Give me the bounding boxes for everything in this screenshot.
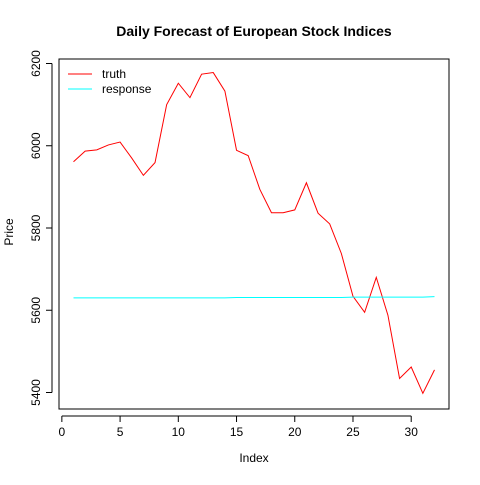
y-axis-label: Price	[2, 218, 16, 246]
chart-title: Daily Forecast of European Stock Indices	[116, 23, 392, 39]
x-tick-label: 30	[405, 425, 419, 439]
y-axis: 5400 5600 5800 6000 6200	[29, 50, 53, 406]
x-tick-label: 10	[172, 425, 186, 439]
x-tick-label: 5	[117, 425, 124, 439]
x-tick-label: 0	[59, 425, 66, 439]
x-tick-label: 25	[346, 425, 360, 439]
plot-frame	[58, 58, 450, 410]
series-layer	[73, 72, 435, 395]
y-tick-label: 5600	[29, 297, 43, 324]
y-tick-label: 5400	[29, 379, 43, 406]
y-tick-label: 6200	[29, 50, 43, 77]
legend-label-truth: truth	[102, 67, 126, 81]
y-tick-label: 6000	[29, 132, 43, 159]
x-axis-label: Index	[239, 451, 268, 465]
x-axis: 0 5 10 15 20 25 30	[59, 415, 419, 439]
y-tick-label: 5800	[29, 214, 43, 241]
x-tick-label: 20	[288, 425, 302, 439]
x-tick-label: 15	[230, 425, 244, 439]
legend-label-response: response	[102, 82, 152, 96]
series-line-response	[73, 296, 435, 299]
series-line-truth	[73, 72, 435, 395]
